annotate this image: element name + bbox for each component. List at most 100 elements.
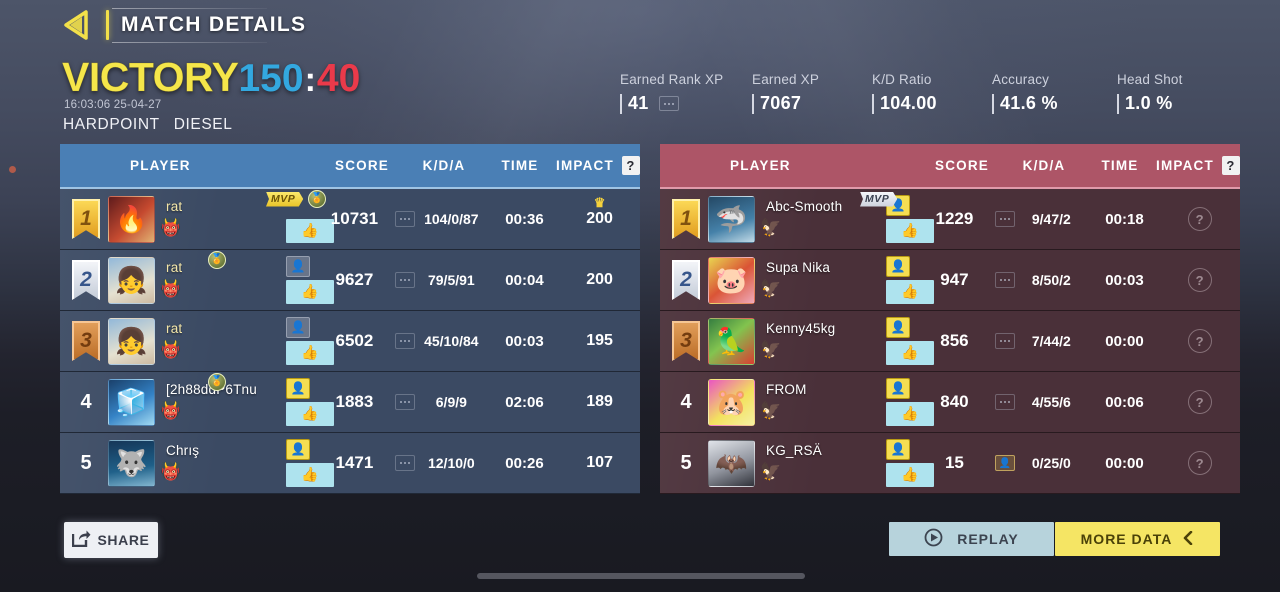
- avatar[interactable]: 🦜: [708, 317, 755, 365]
- rank-badge: 2: [66, 260, 106, 300]
- add-friend-icon[interactable]: 👤: [886, 377, 910, 399]
- impact-value: 189: [586, 393, 613, 410]
- table-row[interactable]: 5 🐺 Chrış 👹 👤 👍 1471 12/10/0 00:26 107: [60, 433, 640, 494]
- table-row[interactable]: 3 🦜 Kenny45kg 🦅 👤 👍 856 7/44/2 00:00?: [660, 311, 1240, 372]
- impact-unknown-icon[interactable]: ?: [1187, 268, 1212, 292]
- time-cell: 00:18: [1105, 210, 1144, 228]
- thumbs-up-button[interactable]: 👍: [886, 401, 934, 426]
- time-cell: 00:36: [505, 210, 544, 228]
- impact-unknown-icon[interactable]: ?: [1187, 390, 1212, 414]
- impact-help-icon[interactable]: ?: [1221, 156, 1240, 175]
- avatar[interactable]: 🔥: [108, 195, 155, 243]
- thumbs-up-button[interactable]: 👍: [286, 218, 334, 243]
- avatar[interactable]: 🐷: [708, 256, 755, 304]
- thumbs-up-button[interactable]: 👍: [886, 462, 934, 487]
- score-more-icon[interactable]: [994, 394, 1015, 410]
- score-more-icon[interactable]: [994, 333, 1015, 349]
- rank-ribbon-silver: 2: [672, 260, 700, 300]
- avatar[interactable]: 🦇: [708, 439, 755, 487]
- avatar-glyph: 🦜: [715, 325, 748, 356]
- score-cell: 6502: [314, 331, 415, 351]
- horizontal-scrollbar[interactable]: [477, 573, 805, 579]
- add-friend-icon[interactable]: 👤: [886, 316, 910, 338]
- player-cell[interactable]: 3 🦜 Kenny45kg 🦅 👤 👍: [660, 311, 934, 372]
- add-friend-icon[interactable]: 👤: [886, 255, 910, 277]
- table-row[interactable]: 2 👧 rat 👹 👤 👍 🏅 9627 79/5/91 00:04 200: [60, 250, 640, 311]
- score-more-icon[interactable]: [994, 211, 1015, 227]
- thumbs-up-button[interactable]: 👍: [286, 279, 334, 304]
- table-row[interactable]: 2 🐷 Supa Nika 🦅 👤 👍 947 8/50/2 00:03?: [660, 250, 1240, 311]
- score-more-icon[interactable]: [394, 272, 415, 288]
- rank-number: 5: [80, 451, 92, 474]
- clan-emblem-icon: 🦅: [760, 278, 782, 298]
- add-friend-icon[interactable]: 👤: [886, 438, 910, 460]
- share-button[interactable]: SHARE: [64, 522, 158, 558]
- player-cell[interactable]: 4🧊[2h88ddP6Tnu👹👤👍🏅: [60, 372, 334, 433]
- avatar[interactable]: 🦈: [708, 195, 755, 243]
- player-cell[interactable]: 1 🔥 rat 👹 👍 MVP 🏅: [60, 189, 334, 250]
- back-arrow-icon[interactable]: [60, 8, 94, 42]
- impact-unknown-icon[interactable]: ?: [1187, 207, 1212, 231]
- score-cell: 10731: [314, 209, 415, 229]
- mvp-badge: MVP: [266, 191, 304, 207]
- avatar[interactable]: 🐹: [708, 378, 755, 426]
- kda-cell: 8/50/2: [1031, 272, 1071, 288]
- impact-unknown-icon[interactable]: ?: [1187, 451, 1212, 475]
- rank-badge: 1: [66, 199, 106, 239]
- thumbs-up-button[interactable]: 👍: [286, 401, 334, 426]
- player-cell[interactable]: 1 🦈 Abc-Smooth 🦅 👤 👍 MVP: [660, 189, 934, 250]
- score-more-icon[interactable]: [394, 333, 415, 349]
- avatar-glyph: 🦈: [715, 203, 748, 234]
- time-cell: 00:03: [1105, 271, 1144, 289]
- impact-unknown-icon[interactable]: ?: [1187, 329, 1212, 353]
- table-row[interactable]: 5 🦇 KG_RSÄ 🦅 👤 👍 15 👤 0/25/0 00:00?: [660, 433, 1240, 494]
- stat-more-icon[interactable]: [658, 96, 679, 111]
- impact-cell: 195: [559, 332, 640, 350]
- impact-help-icon[interactable]: ?: [621, 156, 640, 175]
- add-friend-icon[interactable]: 👤: [286, 255, 310, 277]
- table-row[interactable]: 3 👧 rat 👹 👤 👍 6502 45/10/84 00:03 195: [60, 311, 640, 372]
- player-cell[interactable]: 4 🐹 FROM 🦅 👤 👍: [660, 372, 934, 433]
- avatar[interactable]: 🐺: [108, 439, 155, 487]
- score-more-icon[interactable]: [394, 455, 415, 471]
- player-cell[interactable]: 5 🐺 Chrış 👹 👤 👍: [60, 433, 334, 494]
- kda-cell: 0/25/0: [1031, 455, 1071, 471]
- player-cell[interactable]: 2 👧 rat 👹 👤 👍 🏅: [60, 250, 334, 311]
- more-data-button[interactable]: MORE DATA: [1055, 522, 1220, 556]
- add-friend-icon[interactable]: 👤: [286, 438, 310, 460]
- player-cell[interactable]: 3 👧 rat 👹 👤 👍: [60, 311, 334, 372]
- score-more-icon[interactable]: [394, 211, 415, 227]
- score-cell: 1229: [914, 209, 1015, 229]
- table-row[interactable]: 1 🔥 rat 👹 👍 MVP 🏅 10731 104/0/87 00:36 ♛ 200: [60, 189, 640, 250]
- rank-number: 4: [80, 390, 92, 413]
- player-cell[interactable]: 5 🦇 KG_RSÄ 🦅 👤 👍: [660, 433, 934, 494]
- thumbs-up-button[interactable]: 👍: [886, 218, 934, 243]
- add-friend-icon[interactable]: 👤: [286, 316, 310, 338]
- score-more-icon[interactable]: [394, 394, 415, 410]
- avatar[interactable]: 👧: [108, 256, 155, 304]
- score-more-icon[interactable]: [994, 272, 1015, 288]
- add-friend-icon[interactable]: 👤: [286, 377, 310, 399]
- avatar[interactable]: 🧊: [108, 378, 155, 426]
- thumbs-up-button[interactable]: 👍: [286, 340, 334, 365]
- rank-badge: 4: [666, 391, 706, 414]
- replay-button[interactable]: REPLAY: [889, 522, 1054, 556]
- player-name-block: KG_RSÄ 🦅 👤 👍: [760, 433, 934, 494]
- stat-accent-bar: [752, 93, 754, 114]
- player-cell[interactable]: 2 🐷 Supa Nika 🦅 👤 👍: [660, 250, 934, 311]
- back-button[interactable]: MATCH DETAILS: [60, 8, 306, 42]
- stat-value: 104.00: [880, 93, 937, 113]
- column-header-impact-label: IMPACT: [556, 158, 614, 173]
- clan-emblem-icon: 👹: [160, 339, 182, 359]
- score-profile-icon[interactable]: 👤: [994, 455, 1015, 471]
- stat-value: 1.0 %: [1125, 93, 1173, 113]
- table-row[interactable]: 4 🐹 FROM 🦅 👤 👍 840 4/55/6 00:06?: [660, 372, 1240, 433]
- clan-emblem-icon: 🦅: [760, 339, 782, 359]
- thumbs-up-button[interactable]: 👍: [886, 340, 934, 365]
- table-row[interactable]: 1 🦈 Abc-Smooth 🦅 👤 👍 MVP 1229 9/47/2 00:18?: [660, 189, 1240, 250]
- thumbs-up-button[interactable]: 👍: [886, 279, 934, 304]
- thumbs-up-button[interactable]: 👍: [286, 462, 334, 487]
- avatar[interactable]: 👧: [108, 317, 155, 365]
- rank-badge: 3: [666, 321, 706, 361]
